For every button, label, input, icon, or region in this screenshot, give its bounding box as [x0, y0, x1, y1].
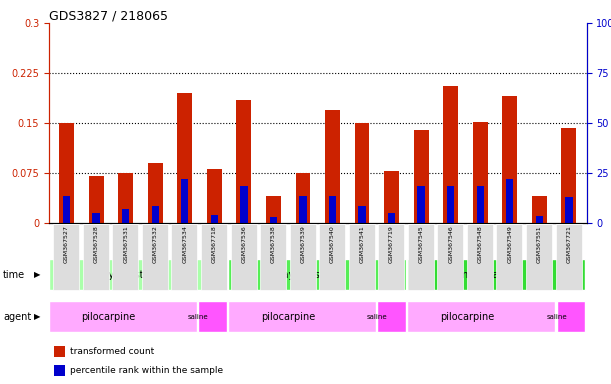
Text: GSM367532: GSM367532 — [153, 225, 158, 263]
FancyBboxPatch shape — [83, 224, 109, 290]
Bar — [325, 109, 340, 223]
Text: agent: agent — [3, 312, 31, 322]
FancyBboxPatch shape — [319, 224, 345, 290]
Bar — [119, 173, 133, 223]
Bar — [388, 213, 395, 223]
Text: GSM367719: GSM367719 — [389, 225, 394, 263]
Bar — [384, 171, 399, 223]
Bar — [299, 196, 307, 223]
FancyBboxPatch shape — [555, 224, 582, 290]
Bar — [152, 206, 159, 223]
Bar — [414, 129, 428, 223]
Bar — [266, 196, 281, 223]
Bar — [122, 209, 130, 223]
Text: GSM367541: GSM367541 — [359, 225, 365, 263]
Bar — [89, 176, 103, 223]
FancyBboxPatch shape — [290, 224, 316, 290]
Text: GSM367534: GSM367534 — [182, 225, 188, 263]
Text: GSM367531: GSM367531 — [123, 225, 128, 263]
FancyBboxPatch shape — [526, 224, 552, 290]
Bar — [211, 215, 218, 223]
Text: GDS3827 / 218065: GDS3827 / 218065 — [49, 9, 168, 22]
Bar — [269, 217, 277, 223]
Text: GSM367540: GSM367540 — [330, 225, 335, 263]
Text: saline: saline — [188, 314, 208, 320]
Bar — [329, 196, 336, 223]
Bar — [502, 96, 517, 223]
FancyBboxPatch shape — [349, 224, 375, 290]
FancyBboxPatch shape — [49, 259, 227, 290]
Text: GSM367551: GSM367551 — [537, 225, 542, 263]
Bar — [417, 186, 425, 223]
Text: ▶: ▶ — [34, 312, 40, 321]
Bar — [54, 365, 65, 376]
FancyBboxPatch shape — [437, 224, 463, 290]
Text: pilocarpine: pilocarpine — [81, 312, 136, 322]
FancyBboxPatch shape — [53, 224, 79, 290]
Text: GSM367718: GSM367718 — [212, 225, 217, 263]
FancyBboxPatch shape — [260, 224, 286, 290]
Text: saline: saline — [546, 314, 567, 320]
FancyBboxPatch shape — [172, 224, 197, 290]
FancyBboxPatch shape — [408, 259, 585, 290]
FancyBboxPatch shape — [467, 224, 493, 290]
Text: GSM367545: GSM367545 — [419, 225, 423, 263]
Text: GSM367539: GSM367539 — [301, 225, 306, 263]
FancyBboxPatch shape — [228, 301, 376, 332]
Text: pilocarpine: pilocarpine — [440, 312, 494, 322]
Text: GSM367548: GSM367548 — [478, 225, 483, 263]
Text: time: time — [3, 270, 25, 280]
Text: 7 days post-SE: 7 days post-SE — [266, 270, 339, 280]
Bar — [443, 86, 458, 223]
FancyBboxPatch shape — [497, 224, 522, 290]
Bar — [240, 186, 247, 223]
Text: ▶: ▶ — [34, 270, 40, 279]
Bar — [236, 99, 251, 223]
Text: pilocarpine: pilocarpine — [261, 312, 315, 322]
FancyBboxPatch shape — [49, 301, 197, 332]
Text: transformed count: transformed count — [70, 347, 155, 356]
Text: 3 days post-SE: 3 days post-SE — [87, 270, 159, 280]
FancyBboxPatch shape — [228, 259, 406, 290]
Bar — [506, 179, 513, 223]
Bar — [296, 173, 310, 223]
Bar — [92, 213, 100, 223]
Text: GSM367546: GSM367546 — [448, 225, 453, 263]
FancyBboxPatch shape — [378, 224, 404, 290]
FancyBboxPatch shape — [408, 301, 555, 332]
Bar — [207, 169, 222, 223]
Bar — [447, 186, 455, 223]
FancyBboxPatch shape — [112, 224, 139, 290]
FancyBboxPatch shape — [408, 224, 434, 290]
Bar — [477, 186, 484, 223]
FancyBboxPatch shape — [230, 224, 257, 290]
Text: GSM367536: GSM367536 — [241, 225, 246, 263]
Bar — [59, 123, 74, 223]
Text: saline: saline — [367, 314, 388, 320]
Bar — [54, 346, 65, 357]
Text: GSM367721: GSM367721 — [566, 225, 571, 263]
Text: GSM367528: GSM367528 — [93, 225, 98, 263]
FancyBboxPatch shape — [142, 224, 168, 290]
Bar — [181, 179, 188, 223]
Bar — [63, 196, 70, 223]
FancyBboxPatch shape — [198, 301, 227, 332]
Bar — [354, 123, 370, 223]
Bar — [536, 216, 543, 223]
Text: GSM367527: GSM367527 — [64, 225, 69, 263]
Text: GSM367549: GSM367549 — [507, 225, 512, 263]
FancyBboxPatch shape — [378, 301, 406, 332]
Bar — [473, 122, 488, 223]
FancyBboxPatch shape — [201, 224, 227, 290]
FancyBboxPatch shape — [557, 301, 585, 332]
Text: GSM367538: GSM367538 — [271, 225, 276, 263]
Bar — [565, 197, 573, 223]
Text: immediate: immediate — [456, 270, 508, 280]
Bar — [148, 163, 163, 223]
Bar — [532, 196, 547, 223]
Bar — [358, 206, 366, 223]
Bar — [177, 93, 192, 223]
Text: percentile rank within the sample: percentile rank within the sample — [70, 366, 224, 375]
Bar — [562, 128, 576, 223]
